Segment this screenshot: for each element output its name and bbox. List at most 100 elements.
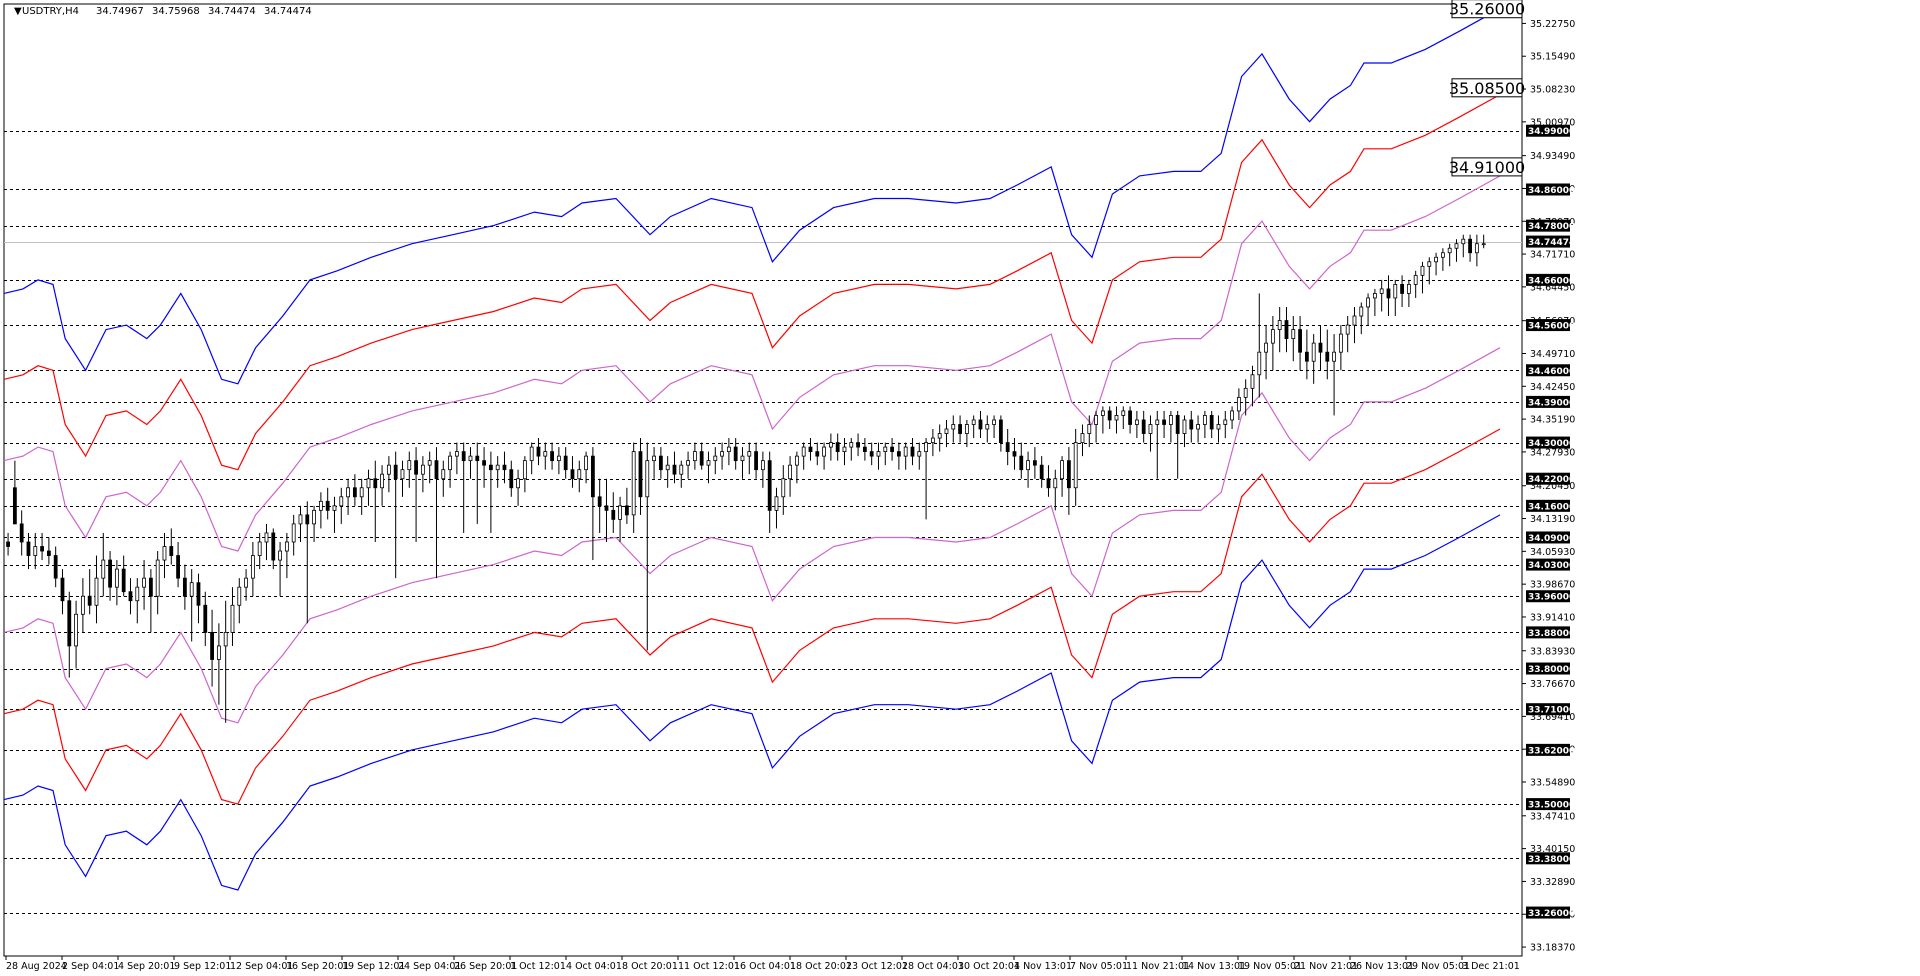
candle xyxy=(917,442,922,470)
candle-body xyxy=(890,446,894,453)
header-triangle-icon[interactable]: ▼ xyxy=(14,6,22,17)
candle xyxy=(1461,234,1466,258)
y-tick-label: 33.32890 xyxy=(1530,877,1575,888)
y-tick-label: 33.91410 xyxy=(1530,612,1575,623)
candle-body xyxy=(686,460,690,466)
candle xyxy=(1270,316,1275,371)
level-label-box xyxy=(1526,472,1570,485)
level-label-text: 33.88000 xyxy=(1528,629,1575,639)
candle-body xyxy=(1012,451,1017,457)
candle-body xyxy=(924,442,928,453)
candle xyxy=(937,424,942,452)
candle xyxy=(1304,329,1309,380)
candle-body xyxy=(1134,419,1139,425)
candle-body xyxy=(1474,243,1479,254)
candle xyxy=(876,442,881,470)
candle xyxy=(1454,239,1459,262)
candle xyxy=(903,442,908,470)
candle xyxy=(250,541,255,597)
candle xyxy=(210,609,214,687)
candle xyxy=(495,456,500,488)
x-tick-label: 24 Sep 04:01 xyxy=(398,961,461,972)
level-label-text: 34.78000 xyxy=(1528,222,1575,232)
candle xyxy=(529,442,534,475)
candle xyxy=(1066,447,1071,515)
level-label-text: 34.56000 xyxy=(1528,322,1575,332)
candle xyxy=(121,555,126,597)
candle xyxy=(1141,410,1146,443)
candle xyxy=(189,569,194,642)
candle xyxy=(699,442,704,470)
candle xyxy=(434,447,439,579)
level-label: 33.38000 xyxy=(1526,852,1575,865)
candle-body xyxy=(550,451,554,462)
candle xyxy=(6,532,10,556)
candle xyxy=(80,578,85,633)
candle xyxy=(1345,316,1350,353)
level-label: 33.50000 xyxy=(1526,798,1575,811)
candle-body xyxy=(842,446,847,453)
candle xyxy=(740,447,745,479)
x-tick-label: 11 Oct 12:01 xyxy=(678,961,740,972)
candle xyxy=(87,569,92,615)
candle-body xyxy=(257,541,262,556)
x-tick-label: 29 Nov 05:01 xyxy=(1406,961,1470,972)
candle-body xyxy=(747,451,752,457)
y-tick-label: 33.47410 xyxy=(1530,811,1575,822)
candle-body xyxy=(1128,410,1132,425)
envelope-bands xyxy=(3,8,1501,891)
candle xyxy=(835,433,840,461)
candle xyxy=(556,447,561,475)
candle xyxy=(1134,410,1139,439)
candle-body xyxy=(298,514,303,525)
candle xyxy=(278,541,282,597)
candle xyxy=(230,587,235,646)
price-annotation-label: 34.91000 xyxy=(1449,158,1525,177)
candle-body xyxy=(1100,410,1105,416)
candle xyxy=(978,410,983,439)
candle xyxy=(849,438,854,461)
envelope-band xyxy=(3,94,1501,471)
candle-body xyxy=(94,577,99,606)
candle-body xyxy=(40,546,44,552)
candle-body xyxy=(985,424,990,430)
level-label-box xyxy=(1526,590,1570,603)
candle xyxy=(162,532,167,579)
candle-body xyxy=(332,505,337,511)
candle-body xyxy=(1243,387,1248,398)
candle xyxy=(502,451,507,484)
candle-body xyxy=(1291,329,1296,340)
candle-body xyxy=(1311,342,1316,362)
candle-body xyxy=(1141,419,1146,434)
level-label-text: 34.66000 xyxy=(1528,276,1575,286)
candle xyxy=(468,447,473,479)
candle-body xyxy=(1060,460,1064,480)
candle-body xyxy=(346,487,350,498)
candle-body xyxy=(26,541,31,556)
x-tick-label: 26 Nov 13:01 xyxy=(1350,961,1414,972)
level-label-text: 34.99000 xyxy=(1528,127,1575,137)
level-label-box xyxy=(1526,626,1570,639)
candle xyxy=(1182,415,1187,448)
candle-body xyxy=(958,424,962,434)
level-label-box xyxy=(1526,558,1570,571)
candle xyxy=(754,442,758,479)
candle-body xyxy=(835,442,840,453)
candle-body xyxy=(543,451,548,457)
x-tick-label: 1 Oct 12:01 xyxy=(510,961,566,972)
candle-body xyxy=(121,568,126,593)
candle xyxy=(584,451,588,484)
candle xyxy=(1352,306,1357,344)
candle-body xyxy=(1223,419,1228,425)
candle-body xyxy=(618,505,622,520)
x-tick-label: 30 Oct 20:01 xyxy=(958,961,1020,972)
candle xyxy=(346,478,350,515)
candle xyxy=(488,451,493,533)
x-tick-label: 28 Aug 2024 xyxy=(6,961,67,972)
candle xyxy=(1413,270,1418,298)
candle xyxy=(1393,279,1398,317)
candle-body xyxy=(740,455,745,462)
candle xyxy=(454,442,459,475)
candle xyxy=(420,456,425,493)
